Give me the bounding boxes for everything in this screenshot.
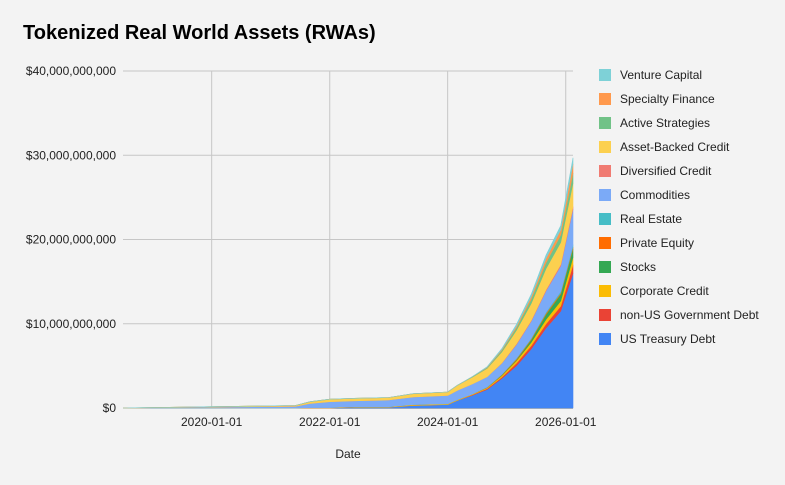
legend-swatch: [599, 285, 611, 297]
legend-item[interactable]: Asset-Backed Credit: [599, 135, 759, 159]
y-tick-label: $10,000,000,000: [26, 317, 116, 331]
legend-swatch: [599, 237, 611, 249]
legend-swatch: [599, 333, 611, 345]
x-tick-label: 2020-01-01: [181, 415, 243, 429]
chart-title: Tokenized Real World Assets (RWAs): [23, 22, 376, 44]
legend-swatch: [599, 69, 611, 81]
legend: Venture Capital Specialty Finance Active S…: [599, 63, 759, 351]
x-tick-label: 2022-01-01: [299, 415, 361, 429]
legend-item[interactable]: Corporate Credit: [599, 279, 759, 303]
legend-item[interactable]: Stocks: [599, 255, 759, 279]
y-tick-label: $30,000,000,000: [26, 148, 116, 162]
legend-label: Real Estate: [620, 212, 683, 226]
legend-item[interactable]: Real Estate: [599, 207, 759, 231]
legend-item[interactable]: Diversified Credit: [599, 159, 759, 183]
x-axis-label: Date: [335, 447, 361, 461]
legend-item[interactable]: non-US Government Debt: [599, 303, 759, 327]
legend-item[interactable]: Specialty Finance: [599, 87, 759, 111]
x-axis-ticks: 2020-01-01 2022-01-01 2024-01-01 2026-01-01: [181, 415, 597, 429]
legend-label: Commodities: [620, 188, 691, 202]
legend-swatch: [599, 165, 611, 177]
legend-label: non-US Government Debt: [620, 308, 759, 322]
legend-item[interactable]: Private Equity: [599, 231, 759, 255]
legend-label: Venture Capital: [620, 68, 703, 82]
legend-label: Stocks: [620, 260, 657, 274]
legend-item[interactable]: Commodities: [599, 183, 759, 207]
x-tick-label: 2026-01-01: [535, 415, 597, 429]
area-us-treasury-debt: [123, 273, 574, 409]
x-tick-label: 2024-01-01: [417, 415, 479, 429]
stacked-areas: [122, 157, 574, 409]
legend-swatch: [599, 117, 611, 129]
legend-item[interactable]: Active Strategies: [599, 111, 759, 135]
area-venture-capital: [122, 157, 574, 409]
y-tick-label: $0: [103, 401, 117, 415]
legend-swatch: [599, 213, 611, 225]
legend-label: Specialty Finance: [620, 92, 715, 106]
legend-label: Corporate Credit: [620, 284, 709, 298]
legend-swatch: [599, 309, 611, 321]
y-tick-label: $40,000,000,000: [26, 64, 116, 78]
y-axis-ticks: $0 $10,000,000,000 $20,000,000,000 $30,000,…: [26, 64, 116, 415]
legend-item[interactable]: Venture Capital: [599, 63, 759, 87]
legend-swatch: [599, 93, 611, 105]
legend-item[interactable]: US Treasury Debt: [599, 327, 759, 351]
legend-label: US Treasury Debt: [620, 332, 716, 346]
legend-label: Private Equity: [620, 236, 695, 250]
legend-swatch: [599, 189, 611, 201]
legend-label: Asset-Backed Credit: [620, 140, 730, 154]
legend-label: Active Strategies: [620, 116, 711, 130]
y-tick-label: $20,000,000,000: [26, 233, 116, 247]
legend-label: Diversified Credit: [620, 164, 712, 178]
legend-swatch: [599, 261, 611, 273]
legend-swatch: [599, 141, 611, 153]
